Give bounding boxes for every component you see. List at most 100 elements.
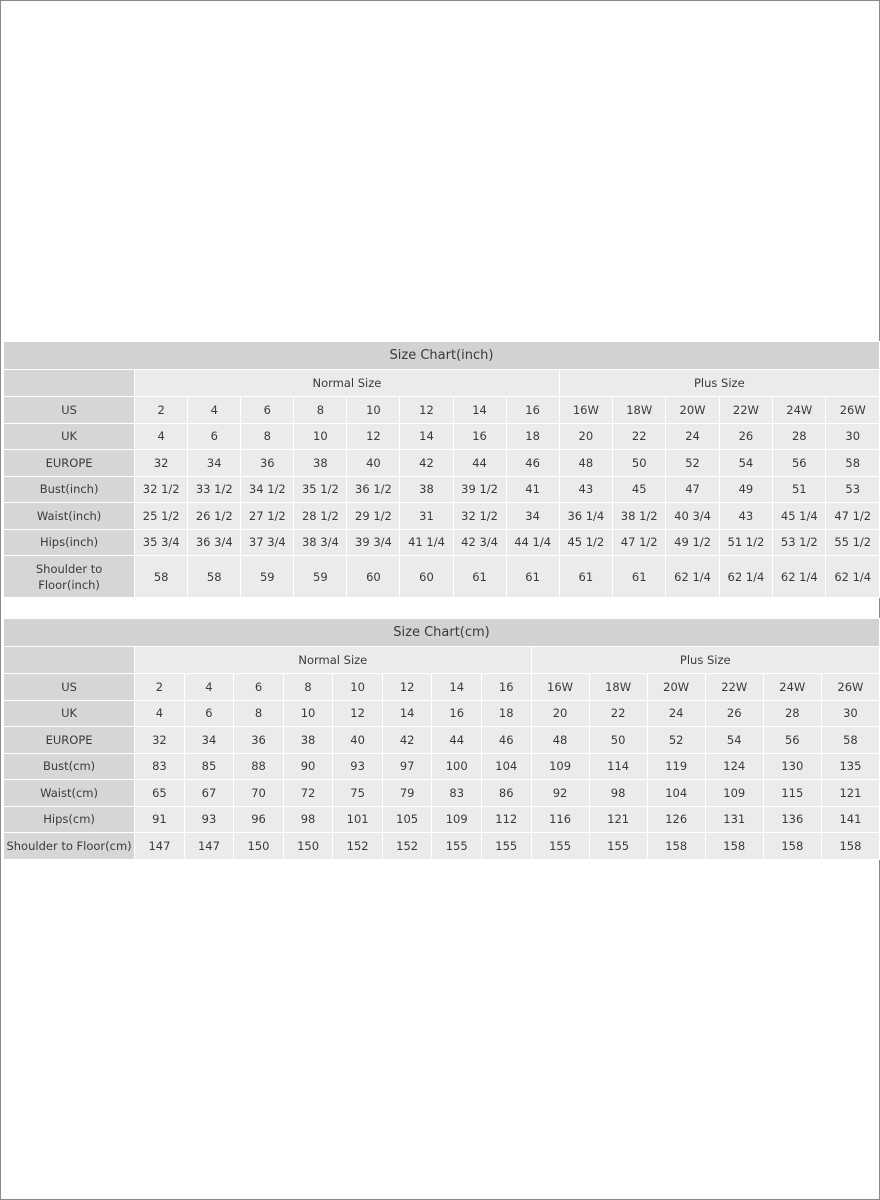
table-cell: 98	[282, 805, 334, 833]
table-cell: 60	[346, 555, 401, 598]
table-cell: 56	[762, 726, 822, 754]
table-cell: 32 1/2	[134, 475, 189, 503]
table-row: UK 4 6 8 10 12 14 16 18 20 22 24 26 28 30	[2, 699, 880, 727]
table-cell: 61	[452, 555, 507, 598]
table-cell: 121	[588, 805, 648, 833]
table-cell: 20	[558, 422, 614, 450]
table-cell: 10	[282, 699, 334, 727]
table-cell: 39 1/2	[452, 475, 507, 503]
table-cell: 83	[134, 752, 185, 780]
table-cell: 18	[480, 699, 532, 727]
table-cell: 22	[588, 699, 648, 727]
table-cell: 136	[762, 805, 822, 833]
table-cell: 46	[505, 449, 560, 477]
row-label: UK	[2, 699, 136, 727]
table-cell: 14	[452, 396, 507, 424]
table-cell: 10	[346, 396, 401, 424]
table-cell: 36 1/2	[346, 475, 401, 503]
table-cell: 38 1/2	[612, 502, 667, 530]
table-cell: 8	[233, 699, 284, 727]
table-cell: 4	[187, 396, 242, 424]
table-row: UK 4 6 8 10 12 14 16 18 20 22 24 26 28 30	[2, 422, 880, 450]
table-cell: 31	[399, 502, 454, 530]
table-cell: 105	[381, 805, 433, 833]
table-cell: 130	[762, 752, 822, 780]
table-cell: 49	[718, 475, 774, 503]
table-cell: 49 1/2	[665, 528, 720, 556]
table-cell: 42	[381, 726, 433, 754]
table-cell: 51	[772, 475, 827, 503]
table-cell: 59	[293, 555, 348, 598]
table-cell: 155	[588, 832, 648, 860]
table-cell: 8	[293, 396, 348, 424]
table-row: Hips(cm) 91 93 96 98 101 105 109 112 116 121 126 131…	[2, 805, 880, 833]
table-cell: 33 1/2	[187, 475, 242, 503]
row-label: Bust(cm)	[2, 752, 136, 780]
table-cell: 35 1/2	[293, 475, 348, 503]
table-cell: 98	[588, 779, 648, 807]
size-chart-inch-table: Size Chart(inch) Normal Size Plus Size US 2 4…	[2, 341, 880, 598]
table-cell: 24W	[762, 673, 822, 701]
table-cell: 124	[704, 752, 764, 780]
table-cell: 62 1/4	[825, 555, 880, 598]
table-row: Shoulder to Floor(inch) 58 58 59 59 60 60 61 61 61…	[2, 555, 880, 598]
row-label: US	[2, 673, 136, 701]
table-cell: 44 1/4	[505, 528, 560, 556]
table-cell: 2	[134, 396, 189, 424]
table-cell: 100	[431, 752, 482, 780]
table-cell: 121	[820, 779, 880, 807]
table-cell: 55 1/2	[825, 528, 880, 556]
table-cell: 158	[820, 832, 880, 860]
table-cell: 28	[762, 699, 822, 727]
table-cell: 152	[381, 832, 433, 860]
size-group-header: Plus Size	[558, 369, 880, 397]
table-cell: 101	[332, 805, 383, 833]
table-cell: 12	[346, 422, 401, 450]
table-cell: 8	[282, 673, 334, 701]
table-cell: 36 3/4	[187, 528, 242, 556]
size-group-header: Plus Size	[530, 646, 880, 674]
table-cell: 155	[530, 832, 590, 860]
table-cell: 14	[381, 699, 433, 727]
table-cell: 104	[646, 779, 706, 807]
table-cell: 51 1/2	[718, 528, 774, 556]
table-cell: 26	[718, 422, 774, 450]
table-cell: 12	[332, 699, 383, 727]
title-row: Size Chart(inch)	[3, 341, 880, 370]
table-cell: 75	[332, 779, 383, 807]
table-cell: 147	[134, 832, 185, 860]
table-cell: 40	[332, 726, 383, 754]
table-cell: 42 3/4	[452, 528, 507, 556]
table-cell: 38	[399, 475, 454, 503]
size-chart-cm-table: Size Chart(cm) Normal Size Plus Size US 2 4 6 8…	[2, 618, 880, 860]
table-row: EUROPE 32 34 36 38 40 42 44 46 48 50 52 54 56 58	[2, 449, 880, 477]
table-cell: 48	[558, 449, 614, 477]
table-row: Waist(inch) 25 1/2 26 1/2 27 1/2 28 1/2 29 1/…	[2, 502, 880, 530]
table-row: Hips(inch) 35 3/4 36 3/4 37 3/4 38 3/4 39 3/4…	[2, 528, 880, 556]
table-cell: 34 1/2	[240, 475, 295, 503]
table-row: Waist(cm) 65 67 70 72 75 79 83 86 92 98 104 109 115 12…	[2, 779, 880, 807]
table-cell: 93	[332, 752, 383, 780]
row-label: UK	[2, 422, 136, 450]
table-cell: 26W	[820, 673, 880, 701]
table-cell: 4	[183, 673, 235, 701]
table-cell: 155	[431, 832, 482, 860]
size-group-header: Normal Size	[134, 369, 560, 397]
table-row: Bust(cm) 83 85 88 90 93 97 100 104 109 114 119 124 13…	[2, 752, 880, 780]
table-cell: 116	[530, 805, 590, 833]
table-cell: 85	[183, 752, 235, 780]
table-row: US 2 4 6 8 10 12 14 16 16W 18W 20W 22W 24W 26W	[2, 396, 880, 424]
row-label: Shoulder to Floor(cm)	[2, 832, 136, 860]
table-cell: 30	[825, 422, 880, 450]
table-cell: 96	[233, 805, 284, 833]
table-cell: 18W	[588, 673, 648, 701]
corner-cell	[2, 369, 136, 397]
table-cell: 36 1/4	[558, 502, 614, 530]
row-label: EUROPE	[2, 726, 136, 754]
table-cell: 61	[558, 555, 614, 598]
table-cell: 10	[332, 673, 383, 701]
table-cell: 47 1/2	[612, 528, 667, 556]
table-cell: 50	[612, 449, 667, 477]
table-cell: 42	[399, 449, 454, 477]
table-cell: 44	[431, 726, 482, 754]
